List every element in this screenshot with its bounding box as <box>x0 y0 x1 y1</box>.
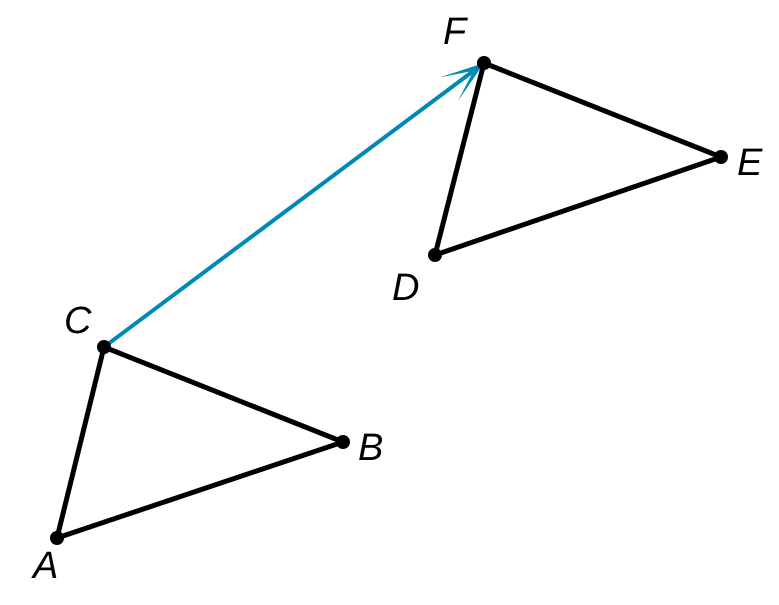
vertex-label-c: C <box>64 300 92 342</box>
vertex-point-e <box>714 150 728 164</box>
segment-BC <box>101 344 346 445</box>
vertex-label-f: F <box>443 11 468 53</box>
vertex-point-f <box>477 56 491 70</box>
vectors-layer <box>102 63 484 349</box>
vertex-point-a <box>50 531 64 545</box>
vertex-point-b <box>336 435 350 449</box>
vertex-label-a: A <box>31 545 58 587</box>
segment-FD <box>432 60 487 258</box>
vertex-label-e: E <box>737 142 763 184</box>
vertex-label-b: B <box>358 427 383 469</box>
segment-AB <box>54 439 346 541</box>
segments-layer <box>54 60 724 541</box>
vertex-point-d <box>428 248 442 262</box>
vertex-point-c <box>97 340 111 354</box>
segment-EF <box>481 60 724 160</box>
translation-vector-CF <box>102 63 484 349</box>
translation-vector-CF-shaft <box>102 64 482 349</box>
vertices-layer <box>50 56 728 545</box>
segment-CA <box>54 344 107 541</box>
vertex-label-d: D <box>392 267 419 309</box>
segment-DE <box>432 154 724 258</box>
labels-layer: A B C D E F <box>31 11 763 587</box>
translation-vector-CF-arrowhead <box>439 63 484 102</box>
